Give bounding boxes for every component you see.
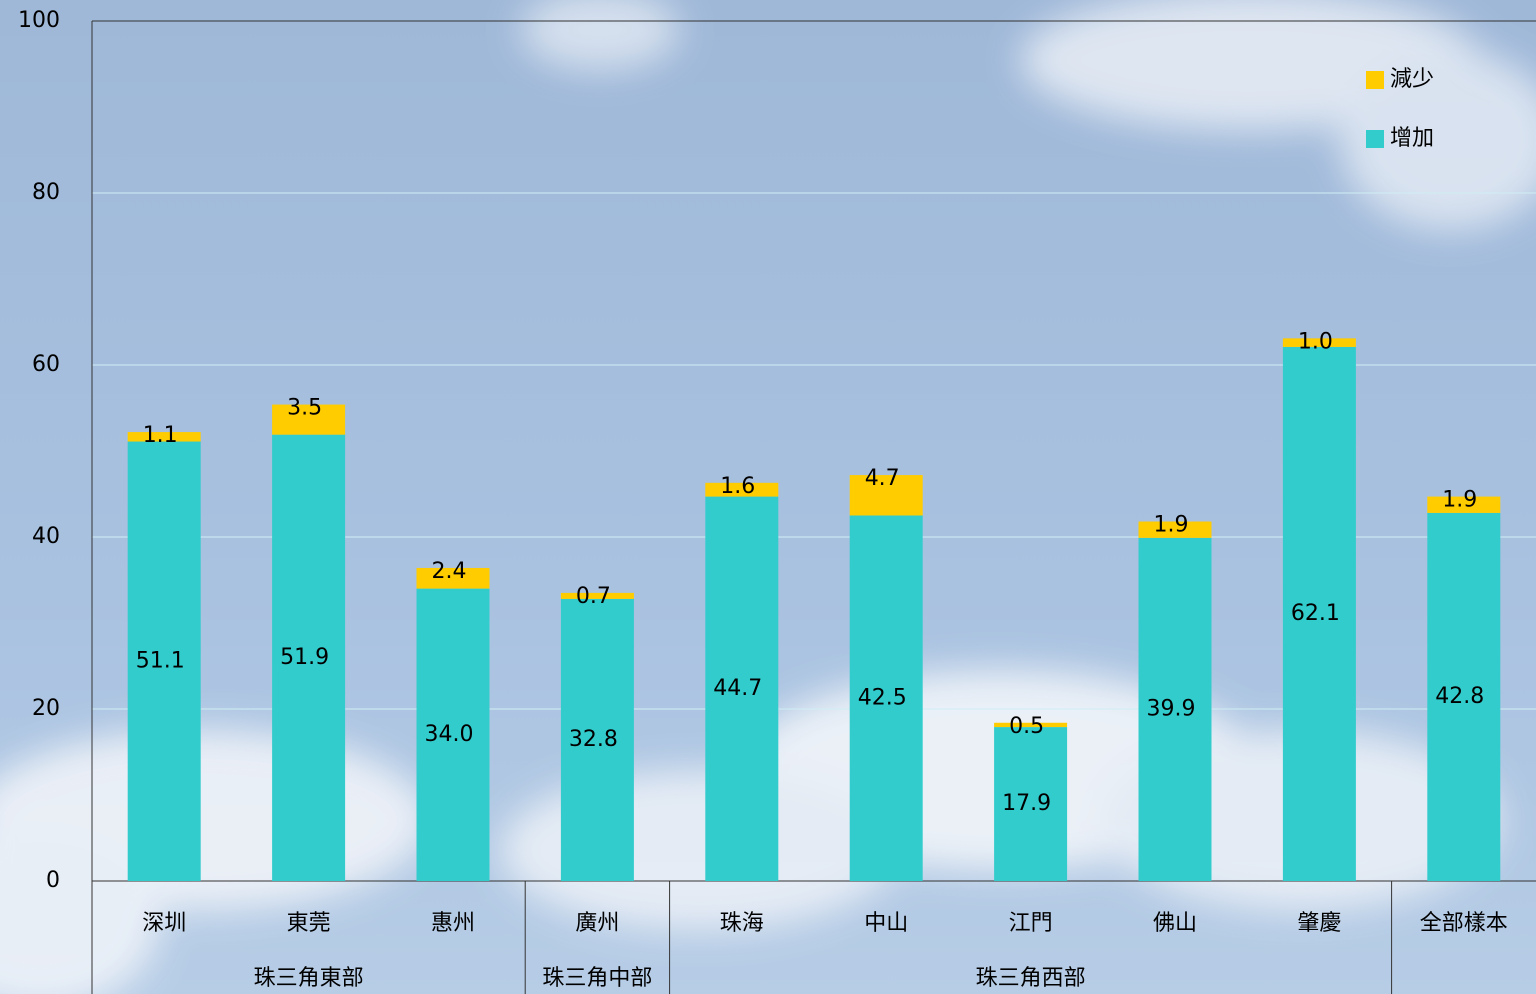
x-tick-label: 中山: [864, 911, 908, 936]
plot: 0 20 40 60 80 100 深圳 51.1 1.1 東莞 51.9 3.5 惠州 34.0 2.4 廣…: [18, 8, 1536, 994]
value-label: 39.9: [1147, 696, 1196, 721]
x-tick-label: 全部樣本: [1420, 911, 1508, 936]
value-label: 1.0: [1298, 329, 1333, 354]
y-tick-label: 40: [32, 524, 60, 549]
y-tick-label: 20: [32, 696, 60, 721]
x-tick-label: 珠海: [720, 911, 764, 936]
bar-segment: [1282, 338, 1356, 347]
value-label: 42.5: [858, 685, 907, 710]
value-label: 0.7: [576, 584, 611, 609]
value-label: 42.8: [1435, 684, 1484, 709]
value-label: 1.9: [1154, 513, 1189, 538]
bar-segment: [705, 496, 779, 881]
value-label: 17.9: [1002, 791, 1051, 816]
bar-segment: [272, 434, 346, 881]
value-label: 51.1: [136, 648, 185, 673]
value-label: 0.5: [1009, 714, 1044, 739]
value-label: 62.1: [1291, 601, 1340, 626]
x-tick-label: 東莞: [287, 911, 331, 936]
bar-segment: [127, 441, 201, 881]
value-label: 3.5: [287, 396, 322, 421]
value-label: 2.4: [432, 559, 467, 584]
x-tick-label: 江門: [1009, 911, 1053, 936]
bar-segment: [272, 404, 346, 435]
x-tick-label: 肇慶: [1297, 911, 1341, 936]
group-label: 珠三角西部: [976, 966, 1086, 991]
bar-segment: [127, 432, 201, 442]
bar-segment: [705, 482, 779, 497]
legend-swatch: [1366, 130, 1384, 148]
group-label: 珠三角中部: [542, 966, 652, 991]
bar-segment: [994, 722, 1068, 728]
bar-segment: [416, 588, 490, 881]
bar-segment: [560, 592, 634, 599]
y-tick-label: 0: [46, 868, 60, 893]
value-label: 34.0: [425, 722, 474, 747]
legend-label: 增加: [1390, 126, 1434, 151]
x-tick-label: 惠州: [431, 911, 475, 936]
bar-segment: [1427, 496, 1501, 513]
bar-segment: [416, 567, 490, 589]
value-label: 4.7: [865, 466, 900, 491]
x-tick-label: 深圳: [142, 911, 186, 936]
group-label: 珠三角東部: [254, 966, 364, 991]
y-tick-label: 60: [32, 352, 60, 377]
value-label: 44.7: [713, 676, 762, 701]
value-label: 51.9: [280, 645, 329, 670]
x-tick-label: 廣州: [575, 911, 619, 936]
value-label: 1.9: [1442, 488, 1477, 513]
bar-segment: [1282, 346, 1356, 881]
x-tick-label: 佛山: [1153, 911, 1197, 936]
bar-segment: [1138, 537, 1212, 881]
bar-segment: [994, 727, 1068, 881]
bar-segment: [1427, 512, 1501, 881]
value-label: 1.1: [143, 423, 178, 448]
value-label: 32.8: [569, 727, 618, 752]
y-tick-label: 100: [18, 8, 60, 33]
bar-segment: [1138, 521, 1212, 538]
bar-segment: [849, 515, 923, 881]
value-label: 1.6: [720, 474, 755, 499]
legend-swatch: [1366, 71, 1384, 89]
y-tick-label: 80: [32, 180, 60, 205]
bar-segment: [560, 598, 634, 881]
legend-label: 減少: [1390, 67, 1434, 92]
bar-segment: [849, 475, 923, 516]
